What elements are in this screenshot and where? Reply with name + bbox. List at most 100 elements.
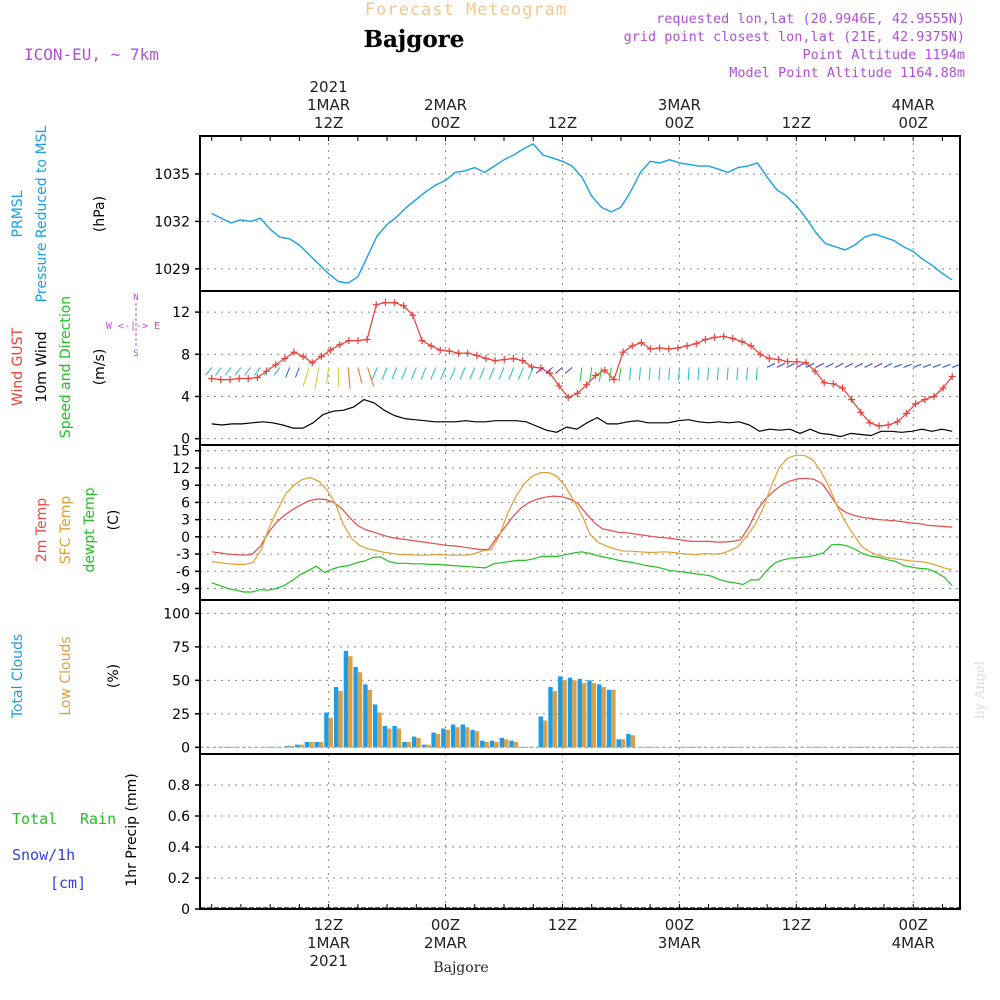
wind-direction-arrow (746, 367, 749, 381)
low-cloud-bar (513, 741, 519, 748)
wind-direction-arrow (589, 367, 593, 382)
wind-direction-arrow (677, 367, 680, 381)
low-cloud-bar (406, 741, 411, 748)
bottom-time-label: 00Z (431, 916, 460, 934)
top-time-label: 00Z (431, 114, 460, 132)
low-cloud-bar (552, 691, 558, 748)
low-cloud-bar (601, 687, 606, 748)
wind-gust-point (208, 375, 216, 383)
panel-frame-5 (199, 753, 961, 910)
wind-gust-point (656, 344, 664, 352)
wind-gust-point (464, 349, 472, 357)
total-cloud-bar (431, 732, 436, 748)
wind-direction-arrow (401, 367, 408, 380)
total-cloud-bar (372, 704, 378, 748)
wind-gust-point (802, 359, 810, 367)
wind-gust-point (610, 376, 618, 384)
y-tick-label: 9 (181, 478, 190, 494)
y-tick-label: 1029 (154, 262, 190, 278)
wind-gust-point (509, 355, 517, 363)
wind-gust-point (400, 302, 408, 310)
bottom-time-label: 2MAR (424, 934, 467, 952)
y-tick-label: 6 (181, 495, 190, 511)
wind-direction-arrow (518, 367, 524, 380)
wind-gust-point (272, 361, 280, 369)
total-cloud-bar (314, 741, 319, 748)
wind-gust-point (884, 421, 892, 429)
top-time-label: 2021 (310, 78, 348, 96)
low-cloud-bar (455, 727, 460, 748)
bottom-time-label: 1MAR (307, 934, 350, 952)
total-cloud-bar (548, 687, 553, 748)
total-cloud-bar (587, 680, 592, 748)
wind-direction-arrow (564, 367, 573, 374)
wind-direction-arrow (294, 367, 300, 378)
wind-gust-point (519, 357, 527, 365)
credit-watermark: by Angel (973, 661, 988, 719)
wind-direction-arrow (535, 367, 544, 374)
wind-direction-arrow (874, 362, 883, 368)
wind-gust-point (381, 299, 389, 307)
wind-direction-arrow (440, 367, 446, 380)
wind-gust-point (930, 392, 938, 400)
wind-direction-arrow (835, 362, 844, 368)
wind-gust-line (211, 302, 953, 427)
wind-gust-point (235, 375, 243, 383)
low-cloud-bar (309, 741, 314, 748)
low-cloud-bar (562, 680, 567, 748)
wind-direction-arrow (579, 367, 583, 382)
wind-direction-arrow (273, 367, 281, 376)
top-time-label: 2MAR (424, 96, 467, 114)
temp-2m-label: 2m Temp (34, 498, 50, 562)
total-cloud-bar (353, 666, 358, 748)
wind-gust-point (573, 389, 581, 397)
total-cloud-bar (577, 679, 582, 748)
pressure-line (211, 143, 953, 284)
wind-gust-point (244, 375, 252, 383)
low-cloud-bar (348, 656, 353, 748)
wind-gust-point (857, 408, 865, 416)
low-cloud-bar (542, 720, 548, 748)
total-cloud-bar (402, 741, 407, 748)
low-cloud-bar (494, 741, 499, 748)
frame-layer: 1035103210291284015129630-3-6-9100755025… (154, 135, 961, 918)
wind-gust-point (665, 345, 673, 353)
wind-direction-arrow (903, 363, 912, 368)
wind-direction-arrow (498, 367, 505, 380)
top-time-label: 12Z (782, 114, 811, 132)
wind-gust-point (546, 369, 554, 377)
wind-gust-point (939, 384, 947, 392)
top-time-label: 12Z (314, 114, 343, 132)
wind-direction-arrow (952, 363, 961, 368)
wind-direction-arrow (893, 363, 902, 368)
wind-10m-label: 10m Wind (34, 331, 50, 402)
wind-direction-arrow (326, 367, 330, 384)
y-tick-label: 3 (181, 513, 190, 529)
wind-speed-dir-label: Speed and Direction (58, 296, 74, 438)
wind-gust-point (619, 348, 627, 356)
low-cloud-bar (299, 744, 304, 748)
low-cloud-bar (581, 683, 587, 748)
y-tick-label: 0 (181, 432, 190, 448)
precip-cm-label: [cm] (50, 874, 86, 892)
wind-gust-point (217, 376, 225, 384)
wind-gust-point (436, 346, 444, 354)
low-cloud-bar (377, 712, 382, 748)
wind-gust-point (628, 342, 636, 350)
total-cloud-bar (597, 684, 602, 748)
wind-direction-arrow (215, 367, 222, 376)
precip-total-label: Total (12, 810, 57, 828)
y-tick-label: 12 (172, 305, 190, 321)
wind-direction-arrow (658, 367, 661, 381)
bottom-time-label: 2021 (310, 952, 348, 970)
precip-snow-label: Snow/1h (12, 846, 75, 864)
total-cloud-bar (558, 676, 563, 748)
y-tick-label: 25 (172, 707, 190, 723)
precip-rain-label: Rain (80, 810, 116, 828)
y-tick-label: 75 (172, 640, 190, 656)
wind-gust-point (372, 301, 380, 309)
wind-gust-point (637, 339, 645, 347)
bottom-time-label: 4MAR (892, 934, 935, 952)
wind-gust-point (226, 376, 234, 384)
